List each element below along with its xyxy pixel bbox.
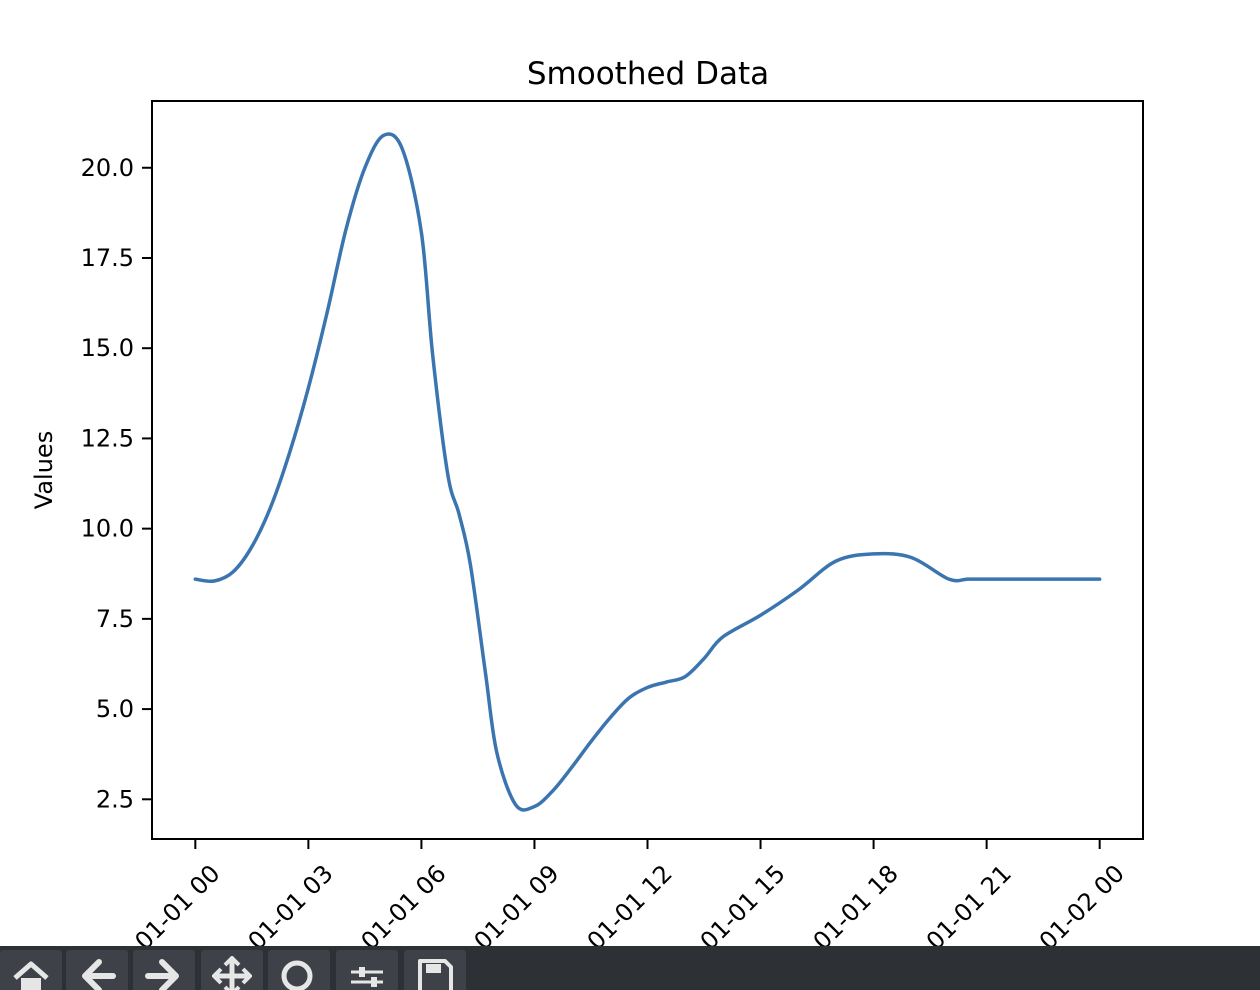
y-tick-label: 10.0 bbox=[81, 515, 134, 543]
pan-icon bbox=[212, 956, 252, 990]
y-tick-label: 12.5 bbox=[81, 424, 134, 452]
chart-area: Smoothed Data Values 2.5 5.0 7.5 10.0 12.5 15… bbox=[30, 56, 1144, 946]
back-button[interactable] bbox=[66, 950, 128, 990]
zoom-button[interactable] bbox=[268, 950, 330, 990]
x-tick-label: 01-01 12 bbox=[582, 859, 678, 946]
x-tick-label: 01-01 15 bbox=[695, 859, 791, 946]
save-button[interactable] bbox=[404, 950, 466, 990]
plot-frame bbox=[151, 100, 1144, 840]
line-chart: Smoothed Data Values 2.5 5.0 7.5 10.0 12.5 15… bbox=[30, 56, 1144, 946]
y-tick-label: 7.5 bbox=[96, 605, 134, 633]
y-tick-label: 15.0 bbox=[81, 334, 134, 362]
pan-button[interactable] bbox=[201, 950, 263, 990]
plot-layer: 2.55.07.510.012.515.017.520.001-01 00 01-… bbox=[81, 132, 1130, 946]
toolbar bbox=[0, 946, 1260, 990]
forward-arrow-icon bbox=[145, 959, 179, 990]
x-tick-label: 01-01 03 bbox=[243, 859, 339, 946]
save-icon bbox=[418, 959, 453, 990]
y-tick-label: 5.0 bbox=[96, 695, 134, 723]
x-tick-label: 01-01 21 bbox=[921, 859, 1017, 946]
x-tick-label: 01-01 06 bbox=[356, 859, 452, 946]
x-tick-label: 01-02 00 bbox=[1034, 859, 1130, 946]
home-button[interactable] bbox=[0, 950, 62, 990]
x-tick-label: 01-01 18 bbox=[808, 859, 904, 946]
x-tick-label: 01-01 09 bbox=[469, 859, 565, 946]
zoom-icon bbox=[281, 960, 313, 990]
x-tick-label: 01-01 00 bbox=[129, 859, 225, 946]
back-arrow-icon bbox=[82, 959, 116, 990]
y-axis-label: Values bbox=[30, 431, 58, 509]
series-line bbox=[193, 132, 1102, 812]
y-tick-label: 2.5 bbox=[96, 785, 134, 813]
forward-button[interactable] bbox=[133, 950, 195, 990]
y-tick-label: 17.5 bbox=[81, 244, 134, 272]
configure-subplots-button[interactable] bbox=[336, 950, 398, 990]
home-icon bbox=[13, 961, 49, 990]
configure-subplots-icon bbox=[351, 967, 383, 987]
chart-title: Smoothed Data bbox=[527, 56, 769, 92]
y-tick-label: 20.0 bbox=[81, 154, 134, 182]
